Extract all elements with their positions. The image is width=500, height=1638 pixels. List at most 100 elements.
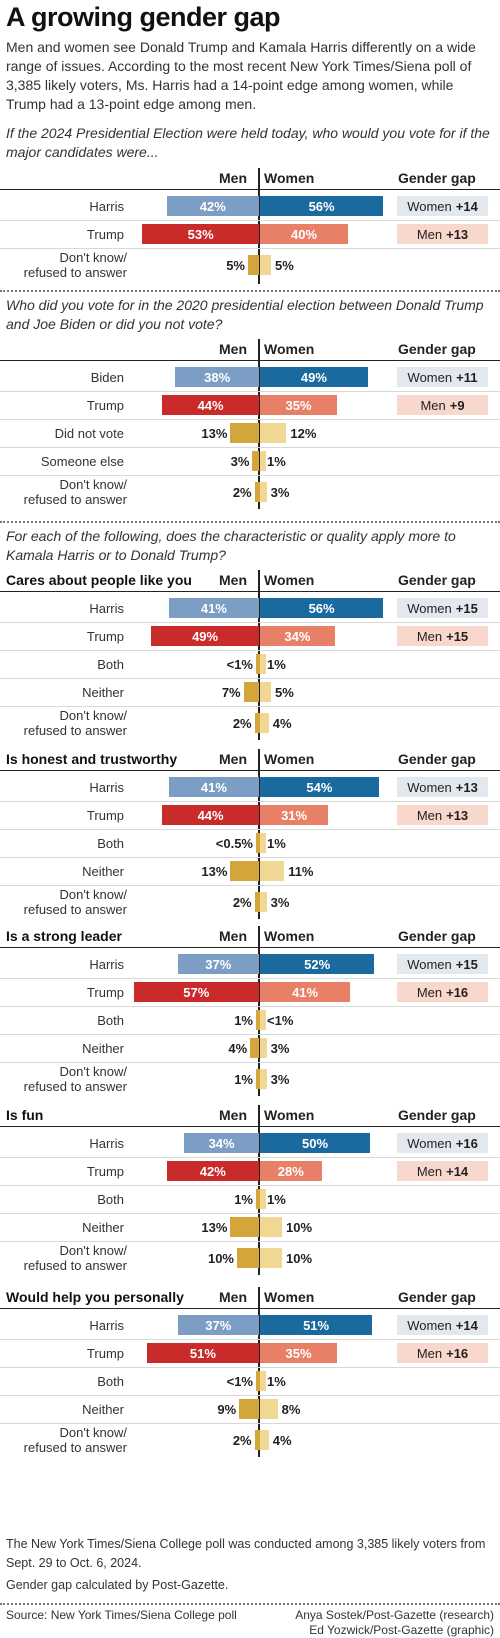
footer-separator [0,1603,500,1605]
data-row: Harris 41% 56% Women +15 [0,594,500,622]
row-divider [0,248,500,249]
bar-men: 57% [133,982,259,1002]
value-women: 5% [275,257,294,273]
row-label: Harris [89,198,124,214]
header-gender-gap: Gender gap [398,1107,476,1123]
row-label: Trump [86,807,124,823]
header-men: Men [219,170,247,186]
value-women: 1% [267,1373,286,1389]
bar-women: 41% [260,982,351,1002]
page-title: A growing gender gap [6,2,281,32]
row-label: Trump [86,1345,124,1361]
question-text: If the 2024 Presidential Election were h… [6,125,490,160]
row-label: Trump [86,1163,124,1179]
bar-men [256,833,262,853]
row-divider [0,622,500,623]
row-label: Did not vote [54,425,124,441]
bar-women [260,713,269,733]
section-title: Is a strong leader [6,928,122,944]
bar-women [260,861,285,881]
value-women: 11% [288,863,314,879]
row-divider [0,829,500,830]
bar-men [243,682,259,702]
row-divider [0,1157,500,1158]
row-divider [0,1423,500,1424]
bar-men: 38% [175,367,259,387]
bar-men [248,255,259,275]
row-label: Neither [82,684,124,700]
row-label: Both [97,1191,124,1207]
bar-men [256,1189,262,1209]
data-row: Trump 44% 35% Men +9 [0,391,500,419]
row-divider [0,885,500,886]
row-divider [0,391,500,392]
data-row: Harris 37% 52% Women +15 [0,950,500,978]
row-divider [0,447,500,448]
bar-men [239,1399,259,1419]
question-text: Who did you vote for in the 2020 preside… [6,297,484,332]
row-label: Harris [89,956,124,972]
value-men: <1% [226,1373,253,1389]
row-label: Don't know/refused to answer [23,708,127,738]
section-separator [0,290,500,292]
gender-gap-badge: Women +16 [397,1133,488,1153]
row-divider [0,1213,500,1214]
data-row: Don't know/refused to answer 2% 4% [0,1423,500,1457]
section-title: Is honest and trustworthy [6,751,178,767]
gender-gap-badge: Men +13 [397,224,488,244]
value-women: 3% [270,484,290,500]
row-label: Don't know/refused to answer [23,1425,127,1455]
bar-men [250,1038,259,1058]
header-women: Women [264,928,315,944]
data-row: Harris 42% 56% Women +14 [0,192,500,220]
data-row: Don't know/refused to answer 2% 3% [0,475,500,509]
bar-women [260,1038,267,1058]
bar-men: 41% [168,777,259,797]
row-label: Both [97,1012,124,1028]
row-label: Harris [89,779,124,795]
data-row: Both <0.5% 1% [0,829,500,857]
value-women: 1% [267,453,286,469]
bar-women: 31% [260,805,329,825]
header-gender-gap: Gender gap [398,572,476,588]
methodology-note: The New York Times/Siena College poll wa… [6,1537,486,1570]
bar-men [256,1069,262,1089]
row-divider [0,475,500,476]
row-divider [0,1006,500,1007]
data-row: Trump 44% 31% Men +13 [0,801,500,829]
data-row: Don't know/refused to answer 2% 4% [0,706,500,740]
bar-men [254,713,261,733]
bar-men: 34% [184,1133,259,1153]
value-women: 3% [270,1071,290,1087]
data-row: Neither 7% 5% [0,678,500,706]
bar-men: 42% [166,1161,259,1181]
data-row: Harris 34% 50% Women +16 [0,1129,500,1157]
row-divider [0,678,500,679]
value-men: 5% [226,257,245,273]
row-label: Someone else [40,453,124,469]
row-label: Trump [86,397,124,413]
value-men: 4% [228,1040,248,1056]
row-label: Trump [86,984,124,1000]
value-men: 2% [232,484,252,500]
zero-axis [258,339,260,509]
data-row: Neither 13% 10% [0,1213,500,1241]
row-label: Neither [82,1040,124,1056]
row-label: Trump [86,226,124,242]
gender-gap-badge: Men +9 [397,395,488,415]
gap-note: Gender gap calculated by Post-Gazette. [6,1578,229,1592]
gender-gap-badge: Men +16 [397,982,488,1002]
header-rule [0,360,500,361]
header-men: Men [219,928,247,944]
bar-men: 37% [177,954,259,974]
value-men: 13% [201,863,228,879]
bar-women: 52% [260,954,375,974]
gender-gap-badge: Men +15 [397,626,488,646]
bar-women [260,654,266,674]
bar-women [260,1217,282,1237]
value-women: 3% [270,1040,290,1056]
header-men: Men [219,751,247,767]
value-men: 2% [232,894,252,910]
value-women: 3% [270,894,290,910]
data-row: Both <1% 1% [0,1367,500,1395]
